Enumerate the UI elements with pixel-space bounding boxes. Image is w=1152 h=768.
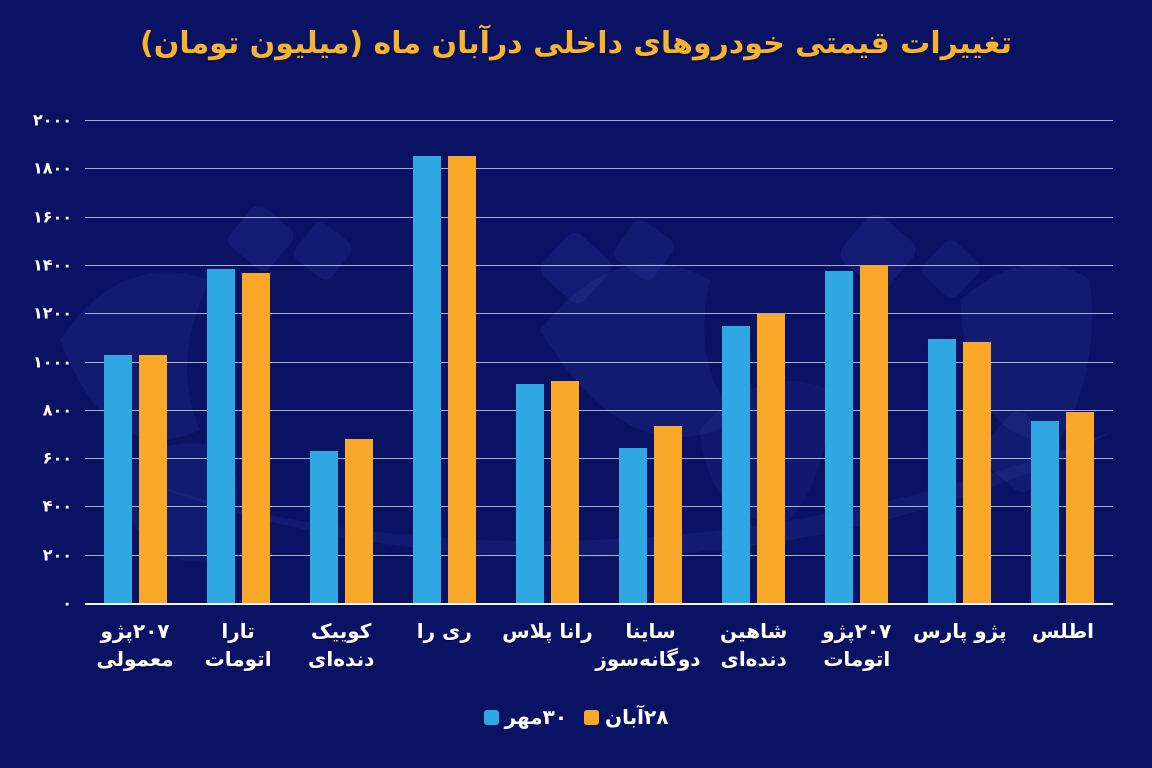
category-label-line: دوگانه‌سوز <box>595 647 701 672</box>
bar-۲۸آبان <box>447 156 476 603</box>
category-label-line: پژو پارس <box>913 619 1007 643</box>
bar-۳۰مهر <box>722 326 751 603</box>
gridline <box>85 506 1113 508</box>
y-axis-tick-label: ۶۰۰ <box>42 448 72 468</box>
legend-swatch-blue-icon <box>483 709 499 725</box>
y-axis-tick-label: ۰ <box>62 593 72 613</box>
category-label: ری را <box>394 617 494 674</box>
bar-group <box>394 120 494 603</box>
bar-group <box>497 120 597 603</box>
category-label: اطلس <box>1013 617 1113 674</box>
category-label-line: اطلس <box>1031 619 1095 643</box>
bar-۳۰مهر <box>928 338 957 603</box>
bar-group <box>291 120 391 603</box>
gridline <box>85 168 1113 170</box>
bar-۲۸آبان <box>550 380 579 603</box>
x-axis-line <box>85 603 1113 605</box>
gridline <box>85 458 1113 460</box>
bar-۳۰مهر <box>103 355 132 603</box>
bars-row <box>85 120 1113 603</box>
bar-۳۰مهر <box>825 270 854 603</box>
bar-۲۸آبان <box>138 355 167 603</box>
category-label-line: تارا اتومات <box>204 619 272 672</box>
category-label-line: دنده‌ای <box>308 647 375 672</box>
gridline <box>85 409 1113 411</box>
gridline <box>85 554 1113 556</box>
category-label: رانا پلاس <box>497 617 597 674</box>
y-axis-tick-label: ۸۰۰ <box>42 400 72 420</box>
category-label-line: ۲۰۷پژو <box>822 619 892 643</box>
bar-group <box>704 120 804 603</box>
category-label-line: رانا پلاس <box>502 619 593 643</box>
bar-۲۸آبان <box>1066 412 1095 603</box>
bar-group <box>85 120 185 603</box>
bar-group <box>1013 120 1113 603</box>
legend-item-label: ۲۸آبان <box>605 705 669 729</box>
chart-title: تغییرات قیمتی خودروهای داخلی درآبان ماه … <box>140 26 1012 61</box>
bar-۲۸آبان <box>654 425 683 603</box>
y-axis-tick-label: ۲۰۰ <box>42 545 72 565</box>
category-label-line: ساینا <box>625 619 676 643</box>
category-label: ۲۰۷پژو اتومات <box>807 617 907 674</box>
bar-۳۰مهر <box>619 448 648 603</box>
bar-۲۸آبان <box>344 438 373 603</box>
category-label: کوییک دنده‌ای <box>291 617 391 674</box>
bar-۳۰مهر <box>309 450 338 603</box>
gridline <box>85 264 1113 266</box>
category-label: تارا اتومات <box>188 617 288 674</box>
bar-۲۸آبان <box>241 273 270 603</box>
bar-۳۰مهر <box>515 384 544 603</box>
y-axis-tick-label: ۱۰۰۰ <box>32 352 72 371</box>
grid-layer: ۲۰۰۰ ۱۸۰۰ ۱۶۰۰ ۱۴۰۰ ۱۲۰۰ ۱۰۰۰ ۸۰۰ ۶۰۰ ۴۰۰ ۲۰۰ ۰ <box>33 111 1113 613</box>
bar-۲۸آبان <box>757 314 786 603</box>
category-label-line: دنده‌ای <box>720 647 787 672</box>
bar-۳۰مهر <box>1031 420 1060 603</box>
y-axis-tick-label: ۱۴۰۰ <box>32 255 72 275</box>
y-axis-tick-label: ۱۶۰۰ <box>32 207 72 227</box>
legend-item-aban28: ۲۸آبان <box>584 705 668 729</box>
bar-group <box>601 120 701 603</box>
legend-swatch-yellow-icon <box>584 709 600 725</box>
bar-۳۰مهر <box>206 268 235 603</box>
bar-۲۸آبان <box>963 342 992 603</box>
category-label-line: معمولی <box>96 647 174 672</box>
gridline <box>85 313 1113 315</box>
category-label: ساینا دوگانه‌سوز <box>595 617 701 674</box>
category-label: پژو پارس <box>910 617 1010 674</box>
category-label-line: اتومات <box>823 647 891 672</box>
legend-item-label: ۳۰مهر <box>504 705 568 729</box>
y-axis-tick-label: ۱۲۰۰ <box>32 303 72 323</box>
category-label-line: کوییک <box>311 619 372 643</box>
gridline <box>85 361 1113 363</box>
gridline <box>85 216 1113 218</box>
category-label-line: شاهین <box>720 619 788 643</box>
legend: ۳۰مهر ۲۸آبان <box>0 705 1152 729</box>
bar-group <box>910 120 1010 603</box>
bar-group <box>807 120 907 603</box>
y-axis-tick-label: ۱۸۰۰ <box>32 158 72 178</box>
plot-area: ۲۰۰۰ ۱۸۰۰ ۱۶۰۰ ۱۴۰۰ ۱۲۰۰ ۱۰۰۰ ۸۰۰ ۶۰۰ ۴۰۰ ۲۰۰ ۰ ۲۰… <box>33 111 1113 671</box>
bar-۲۸آبان <box>860 264 889 603</box>
y-axis-tick-label: ۲۰۰۰ <box>32 110 72 130</box>
y-axis-tick-label: ۴۰۰ <box>42 496 72 516</box>
category-label-line: ۲۰۷پژو <box>100 619 170 643</box>
gridline <box>85 120 1113 121</box>
bar-group <box>188 120 288 603</box>
legend-item-mehr30: ۳۰مهر <box>483 705 568 729</box>
bar-۳۰مهر <box>412 156 441 603</box>
category-label-line: ری را <box>416 619 472 643</box>
category-axis: ۲۰۷پژو معمولی تارا اتومات کوییک دنده‌ای ری را… <box>85 617 1113 674</box>
category-label: ۲۰۷پژو معمولی <box>85 617 185 674</box>
category-label: شاهین دنده‌ای <box>704 617 804 674</box>
